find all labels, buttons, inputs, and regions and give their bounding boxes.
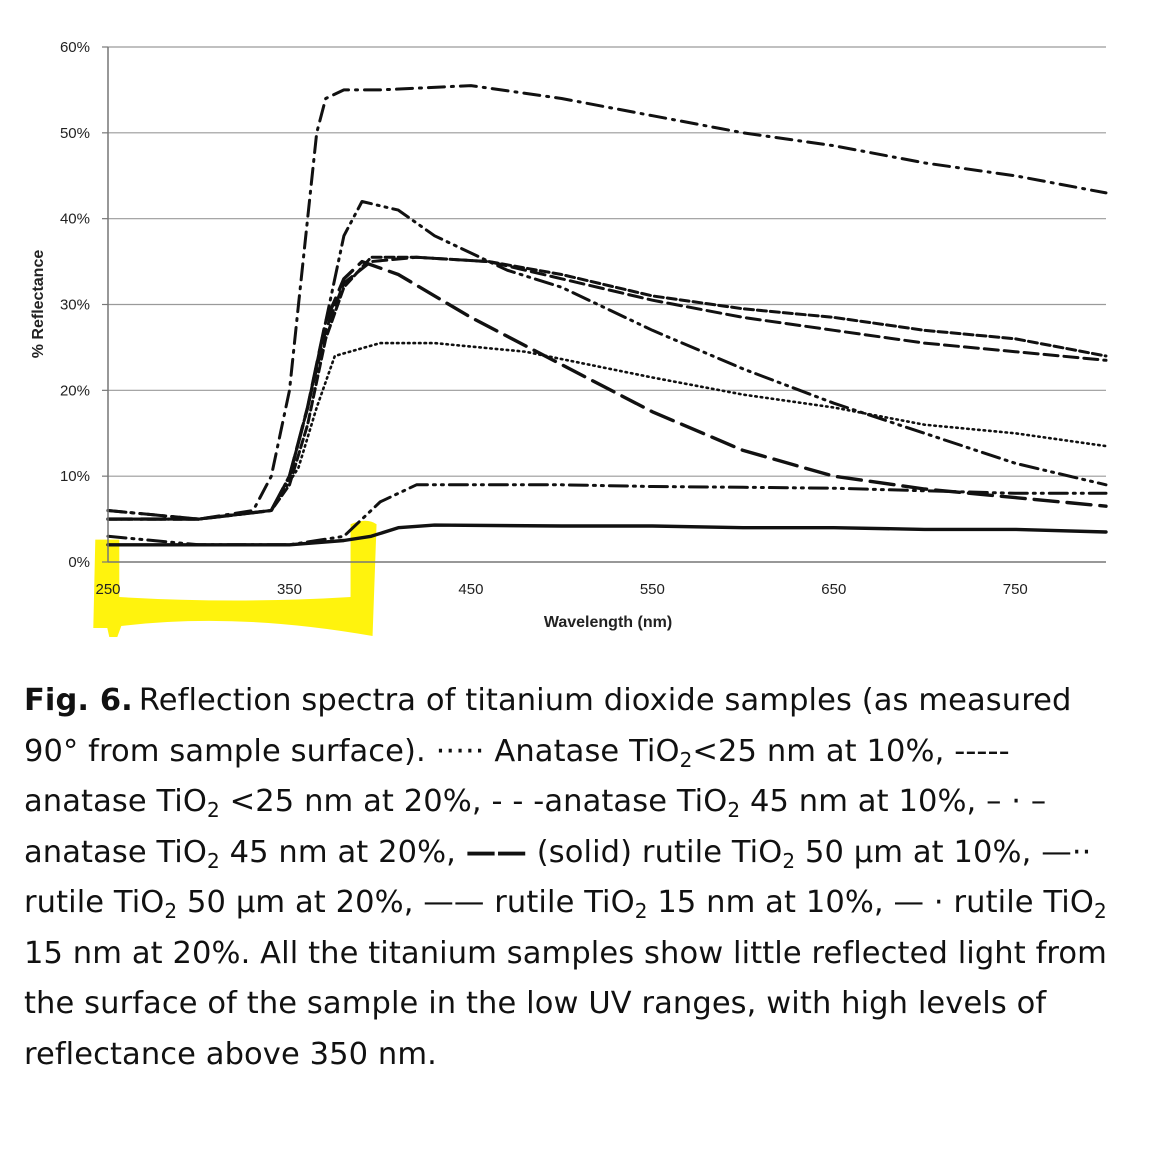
x-tick-label-550: 550 (640, 581, 665, 598)
tick-labels: 0% 10% 20% 30% 40% 50% 60% 250 350 450 550 650 750 (60, 39, 1028, 598)
caption-text: 45 nm at 20%, (219, 834, 466, 870)
yellow-highlight-layer (93, 520, 377, 637)
series-lines (106, 84, 1108, 547)
caption-text: <25 nm at 10%, (692, 733, 955, 769)
yellow-highlight (93, 520, 377, 637)
x-tick-label-750: 750 (1003, 581, 1028, 598)
caption-text: 15 nm at 10%, (647, 885, 894, 920)
legend-symbol-dashed: - - - (491, 784, 545, 819)
legend-symbol-solid: —— (465, 834, 527, 870)
caption-text: <25 nm at 20%, (219, 784, 492, 819)
legend-symbol-dash-dot-single: — · (893, 885, 944, 920)
caption-text: Anatase TiO (484, 733, 680, 769)
series-line-7 (106, 259, 1108, 521)
y-tick-label-20: 20% (60, 382, 90, 399)
subscript: 2 (206, 798, 220, 822)
series-line-4 (106, 200, 1108, 521)
caption-text: rutile TiO (24, 885, 165, 920)
figure-label: Fig. 6. (24, 683, 133, 718)
legend-symbol-dash-dot-dot: —·· (1041, 834, 1092, 870)
reflectance-chart: 0% 10% 20% 30% 40% 50% 60% 250 350 450 550 650 750 W… (30, 39, 1108, 637)
x-tick-label-650: 650 (821, 581, 846, 598)
caption-text: 15 nm at 20%. All the titanium samples s… (24, 935, 1107, 1072)
subscript: 2 (679, 747, 693, 772)
x-axis-title: Wavelength (nm) (544, 614, 672, 631)
caption-text: Reflection spectra of titanium dioxide s… (24, 683, 1072, 769)
legend-symbol-dotted: ····· (435, 733, 485, 769)
caption-text: anatase TiO (24, 784, 207, 819)
y-tick-label-40: 40% (60, 211, 90, 228)
subscript: 2 (1093, 899, 1107, 923)
caption-text: (solid) rutile TiO (526, 834, 783, 870)
caption-text: 50 µm at 20%, (177, 885, 424, 920)
caption-paragraph: Fig. 6. Reflection spectra of titanium di… (24, 676, 1134, 1080)
series-line-6 (106, 483, 1108, 547)
gridlines (108, 46, 1106, 477)
y-tick-label-50: 50% (60, 125, 90, 142)
subscript: 2 (206, 848, 220, 873)
x-tick-label-250: 250 (95, 581, 120, 598)
caption-text: anatase TiO (544, 784, 728, 819)
subscript: 2 (782, 848, 796, 873)
subscript: 2 (164, 899, 178, 923)
series-line-8 (106, 84, 1108, 521)
figure-caption: Fig. 6. Reflection spectra of titanium di… (24, 676, 1134, 1080)
series-line-5 (106, 523, 1108, 547)
y-tick-label-10: 10% (60, 468, 90, 485)
x-tick-label-350: 350 (277, 581, 302, 598)
caption-text: 50 µm at 10%, (795, 834, 1042, 870)
caption-text: rutile TiO (484, 885, 635, 920)
legend-symbol-dash-dot: – · – (986, 784, 1047, 819)
caption-text: anatase TiO (24, 834, 207, 870)
legend-symbol-fine-dash: ----- (954, 733, 1010, 769)
y-tick-label-30: 30% (60, 297, 90, 314)
caption-text: 45 nm at 10%, (740, 784, 987, 819)
x-tick-label-450: 450 (458, 581, 483, 598)
legend-symbol-long-dash: —— (423, 885, 485, 920)
subscript: 2 (634, 899, 648, 923)
caption-text: rutile TiO (943, 885, 1094, 920)
y-tick-label-0: 0% (68, 554, 90, 571)
axes (102, 46, 1106, 563)
y-tick-label-60: 60% (60, 39, 90, 56)
subscript: 2 (727, 798, 741, 822)
y-axis-title: % Reflectance (30, 250, 47, 359)
